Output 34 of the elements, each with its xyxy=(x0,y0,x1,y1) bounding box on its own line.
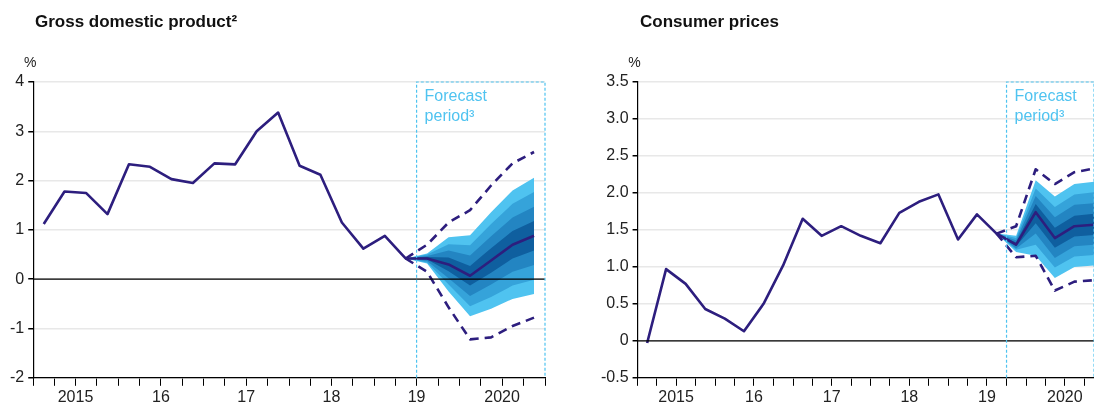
x-tick-label: 2020 xyxy=(1047,387,1083,405)
y-tick-label: 3 xyxy=(15,121,25,139)
y-tick-label: 3.5 xyxy=(606,72,629,90)
y-tick-label: 3.0 xyxy=(606,109,629,127)
y-tick-label: 1.5 xyxy=(606,220,629,238)
y-tick-label: 2.0 xyxy=(606,183,629,201)
x-tick-label: 2015 xyxy=(658,387,694,405)
x-tick-label: 17 xyxy=(237,387,256,405)
chart-title: Consumer prices xyxy=(640,12,779,32)
y-tick-label: 4 xyxy=(15,72,25,90)
x-tick-label: 18 xyxy=(900,387,919,405)
ref-line-label: Forecast period³ xyxy=(424,87,488,125)
x-tick-label: 16 xyxy=(745,387,763,405)
y-tick-label: 1.0 xyxy=(606,257,629,275)
y-axis-title: % xyxy=(24,53,37,70)
x-tick-label: 2015 xyxy=(57,387,94,405)
chart-title: Gross domestic product² xyxy=(35,12,238,32)
y-axis-title: % xyxy=(628,53,641,70)
x-tick-label: 18 xyxy=(322,387,341,405)
x-tick-label: 17 xyxy=(822,387,841,405)
x-tick-label: 19 xyxy=(407,387,426,405)
y-tick-label: 0.5 xyxy=(606,294,629,312)
y-tick-label: -2 xyxy=(9,368,25,386)
ref-line-label: Forecast period³ xyxy=(1014,87,1078,125)
y-tick-label: 2 xyxy=(15,171,25,189)
x-tick-label: 19 xyxy=(978,387,996,405)
x-tick-label: 16 xyxy=(152,387,170,405)
y-tick-label: 1 xyxy=(15,220,25,238)
y-tick-label: 0 xyxy=(619,331,629,349)
y-tick-label: -1 xyxy=(9,318,25,336)
y-tick-label: 0 xyxy=(15,269,25,287)
y-tick-label: 2.5 xyxy=(606,146,629,164)
y-tick-label: -0.5 xyxy=(600,368,629,386)
x-tick-label: 2020 xyxy=(484,387,520,405)
